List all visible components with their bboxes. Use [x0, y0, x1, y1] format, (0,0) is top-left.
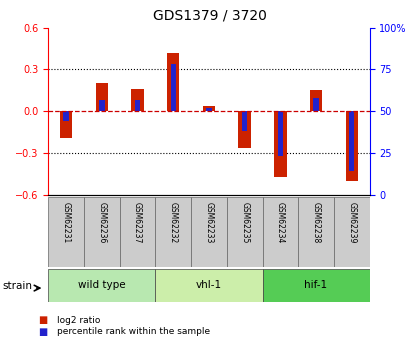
Text: GSM62235: GSM62235 [240, 202, 249, 244]
Text: hif-1: hif-1 [304, 280, 328, 290]
Bar [310, 90, 322, 111]
Bar [63, 111, 69, 121]
Bar [60, 111, 72, 138]
Bar [84, 197, 120, 267]
Bar [120, 197, 155, 267]
Bar [206, 108, 212, 111]
Bar [262, 197, 298, 267]
Text: strain: strain [2, 281, 32, 290]
Bar [155, 197, 191, 267]
Text: percentile rank within the sample: percentile rank within the sample [57, 327, 210, 336]
Bar [334, 197, 370, 267]
Bar [48, 197, 84, 267]
Bar [227, 197, 262, 267]
Bar [135, 100, 140, 111]
Text: GSM62233: GSM62233 [205, 202, 213, 244]
Bar [346, 111, 358, 181]
Bar [349, 111, 354, 171]
Text: GDS1379 / 3720: GDS1379 / 3720 [153, 9, 267, 23]
Text: vhl-1: vhl-1 [196, 280, 222, 290]
Bar [167, 53, 179, 111]
Text: wild type: wild type [78, 280, 126, 290]
Bar [48, 269, 155, 302]
Text: log2 ratio: log2 ratio [57, 316, 100, 325]
Text: GSM62234: GSM62234 [276, 202, 285, 244]
Bar [203, 106, 215, 111]
Bar [274, 111, 286, 177]
Text: GSM62237: GSM62237 [133, 202, 142, 244]
Bar [313, 98, 319, 111]
Bar [298, 197, 334, 267]
Bar [242, 111, 247, 131]
Bar [239, 111, 251, 148]
Bar [262, 269, 370, 302]
Text: GSM62232: GSM62232 [169, 202, 178, 244]
Bar [278, 111, 283, 156]
Bar [99, 100, 105, 111]
Bar [171, 65, 176, 111]
Text: ■: ■ [38, 327, 47, 337]
Bar [155, 269, 262, 302]
Bar [131, 89, 144, 111]
Text: GSM62236: GSM62236 [97, 202, 106, 244]
Bar [96, 83, 108, 111]
Text: GSM62238: GSM62238 [312, 202, 320, 244]
Text: GSM62239: GSM62239 [347, 202, 356, 244]
Text: GSM62231: GSM62231 [62, 202, 71, 244]
Bar [191, 197, 227, 267]
Text: ■: ■ [38, 315, 47, 325]
